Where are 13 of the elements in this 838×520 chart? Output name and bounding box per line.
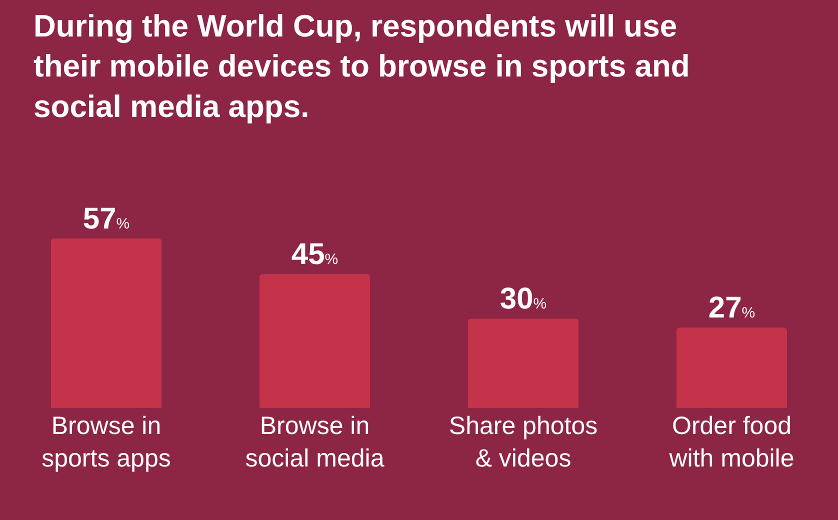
x-tick-label: Share photos & videos xyxy=(448,412,598,472)
bar xyxy=(468,318,578,408)
x-tick-label: Browse in sports apps xyxy=(42,412,171,472)
bar xyxy=(260,274,370,408)
chart-title: During the World Cup, respondents will use their mobile devices to browse in sports and social media apps. xyxy=(34,8,690,124)
data-label: 27% xyxy=(708,292,756,325)
x-tick-label: Browse in social media xyxy=(245,412,384,472)
data-label: 30% xyxy=(500,282,547,316)
bar xyxy=(51,238,162,408)
data-label: 57% xyxy=(82,202,130,236)
bar xyxy=(676,328,787,408)
data-label: 45% xyxy=(291,238,338,272)
x-tick-label: Order food with mobile xyxy=(668,412,794,472)
